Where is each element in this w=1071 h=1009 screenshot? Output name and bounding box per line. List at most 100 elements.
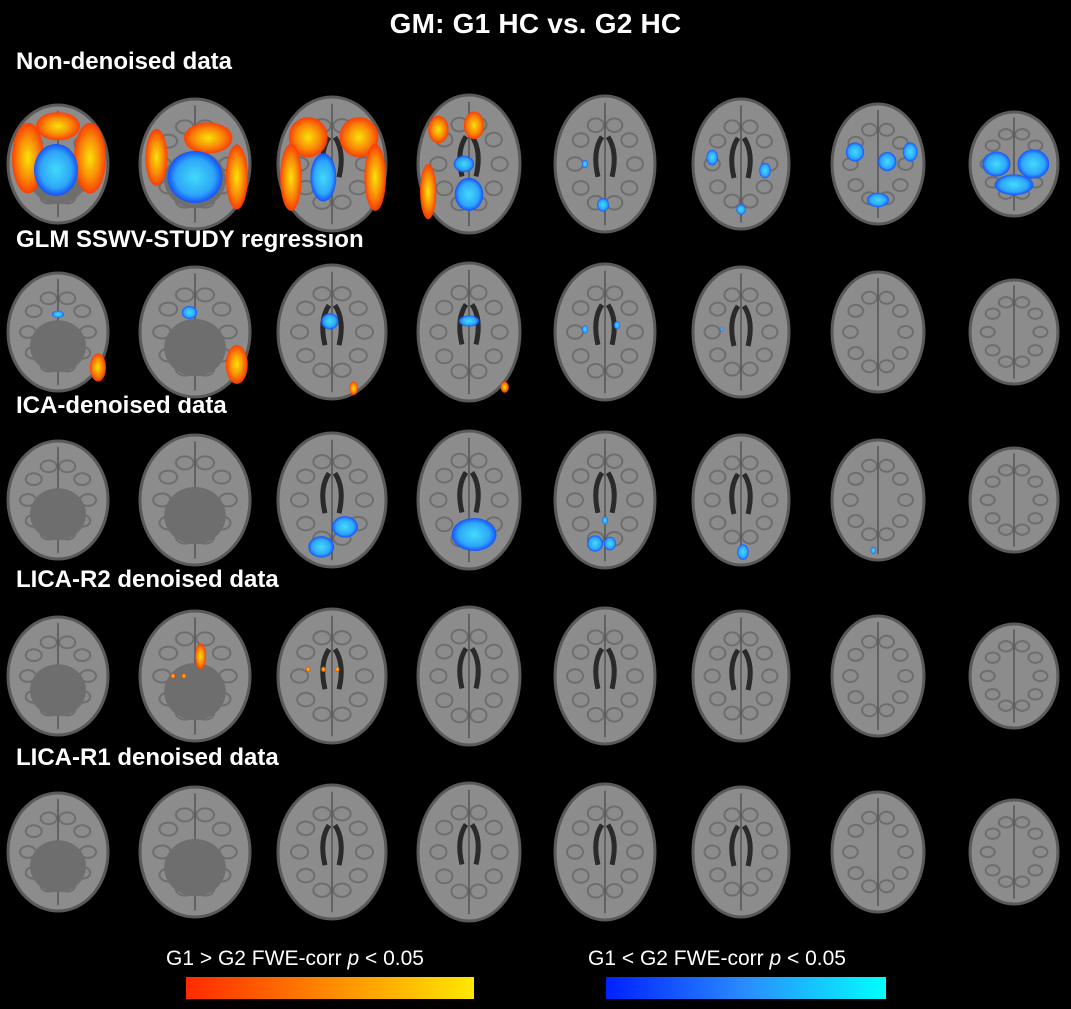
- cortex-fold: [566, 844, 584, 860]
- cortex-fold: [1027, 864, 1044, 877]
- cortex-fold: [703, 492, 721, 508]
- cortex-fold: [435, 643, 454, 660]
- cortex-fold: [620, 516, 639, 532]
- cortex-fold: [979, 669, 996, 683]
- cortex-fold: [24, 304, 43, 319]
- cortex-fold: [469, 804, 488, 821]
- ventricle: [729, 648, 753, 691]
- positive-cluster: [428, 115, 449, 144]
- cortex-fold: [296, 347, 316, 364]
- cortex-fold: [878, 290, 895, 305]
- cortex-fold: [861, 290, 878, 305]
- cortex-fold: [984, 344, 1001, 357]
- cortex-fold: [211, 821, 232, 837]
- cortex-fold: [891, 823, 909, 838]
- cortex-fold: [296, 820, 316, 837]
- cortex-fold: [741, 193, 759, 209]
- negative-cluster: [454, 177, 484, 211]
- cortex-fold: [195, 807, 215, 823]
- cortex-fold: [73, 824, 92, 839]
- brain-slice: [968, 110, 1060, 218]
- cortex-fold: [289, 324, 310, 340]
- cortex-fold: [289, 668, 310, 684]
- cortex-fold: [891, 690, 909, 705]
- cortex-fold: [450, 883, 469, 900]
- positive-cluster: [321, 666, 326, 672]
- cortex-fold: [571, 300, 590, 316]
- cortex-fold: [312, 362, 332, 378]
- cortex-fold: [723, 287, 741, 303]
- cortex-fold: [586, 363, 605, 379]
- negative-cluster: [870, 546, 877, 554]
- cortex-fold: [312, 882, 332, 898]
- cortex-fold: [429, 492, 448, 508]
- negative-cluster: [582, 159, 588, 169]
- cortex-fold: [24, 648, 43, 663]
- brain-slice: [553, 782, 657, 922]
- cortex-fold: [741, 287, 759, 303]
- cortex-fold: [39, 291, 58, 306]
- ventricle: [729, 304, 753, 347]
- cerebellum: [164, 487, 226, 545]
- cortex-fold: [605, 805, 624, 821]
- cortex-fold: [1027, 827, 1044, 840]
- negative-cluster: [604, 536, 616, 551]
- cortex-fold: [469, 707, 488, 724]
- ventricle: [457, 647, 481, 689]
- cortex-fold: [586, 453, 605, 469]
- slice-row-glm: [0, 252, 1071, 412]
- cortex-fold: [878, 458, 895, 473]
- brain-slice: [553, 262, 657, 402]
- ventricle: [729, 472, 753, 515]
- negative-cluster: [34, 143, 78, 196]
- cortex-fold: [891, 135, 909, 150]
- cortex-fold: [435, 348, 454, 365]
- cortex-fold: [175, 455, 195, 471]
- cortex-fold: [979, 493, 996, 507]
- brain-slice: [138, 433, 252, 567]
- positive-cluster: [225, 345, 248, 384]
- cortex-fold: [450, 363, 469, 380]
- negative-cluster: [310, 153, 337, 202]
- cortex-fold: [289, 492, 310, 508]
- positive-cluster: [145, 128, 168, 187]
- cortex-fold: [39, 811, 58, 826]
- cortex-fold: [761, 324, 779, 340]
- cortex-fold: [348, 867, 368, 884]
- brain-slice: [276, 263, 388, 401]
- negative-cluster: [706, 149, 718, 166]
- cortex-fold: [429, 324, 448, 340]
- ventricle: [320, 471, 344, 514]
- cortex-fold: [861, 810, 878, 825]
- negative-cluster: [597, 198, 609, 212]
- cortex-fold: [571, 348, 590, 364]
- cortex-fold: [891, 346, 909, 361]
- cortex-fold: [435, 819, 454, 836]
- ventricle: [593, 135, 617, 178]
- cortex-fold: [332, 454, 352, 470]
- ventricle: [593, 471, 617, 514]
- negative-cluster: [332, 516, 358, 538]
- negative-cluster: [451, 517, 497, 552]
- cortex-fold: [755, 691, 773, 707]
- cortex-fold: [620, 820, 639, 836]
- cortex-fold: [891, 647, 909, 662]
- cortex-fold: [620, 468, 639, 484]
- brain-slice: [691, 609, 791, 743]
- cortex-fold: [626, 156, 644, 172]
- cortex-fold: [469, 628, 488, 645]
- cortex-fold: [723, 705, 741, 721]
- cortex-fold: [296, 867, 316, 884]
- cortex-fold: [755, 867, 773, 883]
- cortex-fold: [897, 845, 914, 859]
- cortex-fold: [195, 287, 215, 303]
- cortex-fold: [312, 630, 332, 646]
- cortex-fold: [1014, 699, 1031, 712]
- ventricle: [729, 136, 753, 179]
- cortex-fold: [571, 820, 590, 836]
- cortex-fold: [332, 286, 352, 302]
- positive-cluster: [225, 144, 248, 210]
- positive-cluster: [170, 673, 176, 679]
- cortex-fold: [847, 346, 865, 361]
- cortex-fold: [175, 807, 195, 823]
